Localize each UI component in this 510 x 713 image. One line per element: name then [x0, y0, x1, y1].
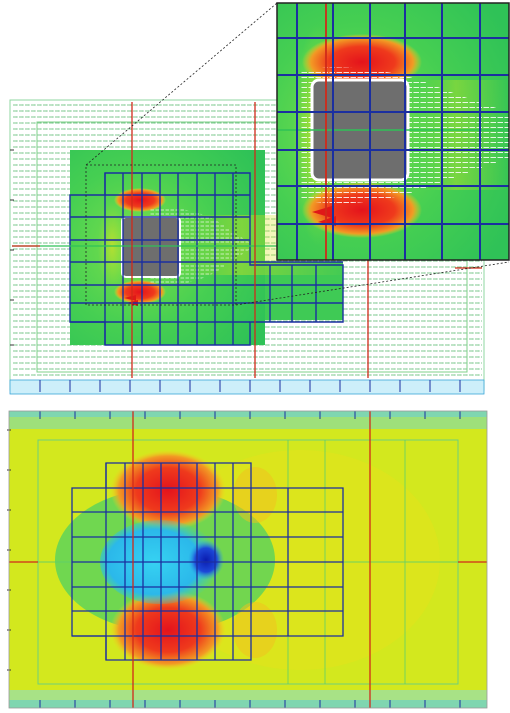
top-hot-upper	[114, 188, 166, 212]
top-zoom-region	[85, 164, 237, 306]
bottom-mesh-grid	[71, 462, 344, 661]
bottom-panel	[7, 410, 488, 709]
top-bottom-wall-ticks	[39, 380, 461, 392]
inset-mesh-grid	[277, 3, 509, 260]
bottom-border	[8, 410, 488, 709]
top-bottom-wall	[9, 379, 485, 395]
top-left-axis-ticks	[10, 149, 14, 346]
bottom-top-wall	[9, 411, 487, 417]
inset-border	[276, 2, 510, 261]
bottom-hot-upper	[110, 450, 226, 530]
bottom-bottom-wall	[9, 700, 487, 708]
bottom-refinement-lines	[9, 411, 487, 708]
zoom-inset	[276, 2, 510, 261]
bottom-wall-ticks	[39, 411, 461, 708]
bottom-orange-wake-upper	[233, 467, 277, 523]
bottom-deep-blue	[188, 540, 224, 580]
bottom-orange-wake-lower	[233, 602, 277, 658]
top-obstacle	[121, 216, 181, 278]
zoom-connector-upper	[85, 2, 278, 166]
inset-red-arrow-marks	[312, 206, 336, 226]
top-mesh-grid	[69, 172, 344, 346]
